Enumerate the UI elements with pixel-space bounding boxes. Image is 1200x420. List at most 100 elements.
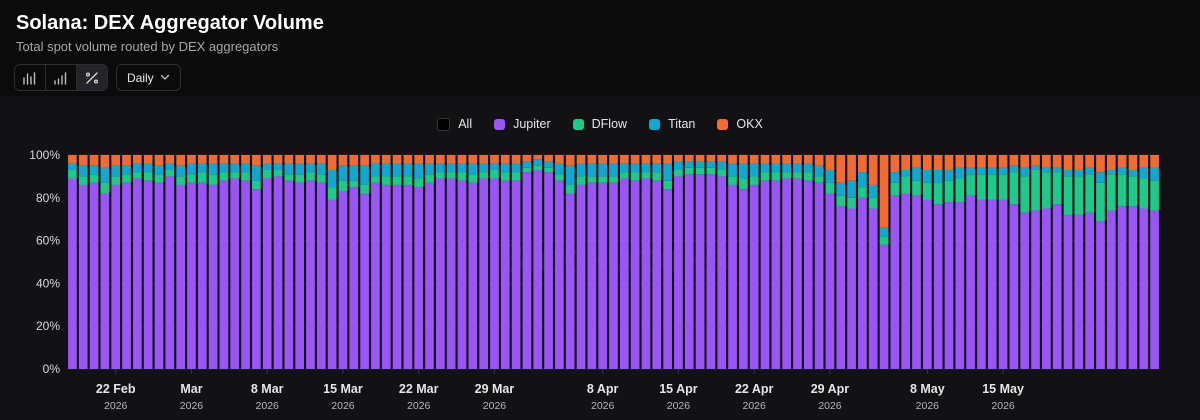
- bar-segment-titan[interactable]: [468, 164, 477, 175]
- bar-segment-dflow[interactable]: [642, 172, 651, 178]
- bar-segment-jupiter[interactable]: [739, 189, 748, 369]
- bar-segment-titan[interactable]: [101, 168, 110, 183]
- bar-segment-okx[interactable]: [371, 155, 380, 164]
- bar-segment-dflow[interactable]: [425, 174, 434, 183]
- bar-segment-jupiter[interactable]: [674, 176, 683, 369]
- bar-segment-okx[interactable]: [858, 155, 867, 172]
- bar-segment-okx[interactable]: [295, 155, 304, 164]
- bar-segment-okx[interactable]: [230, 155, 239, 164]
- bar-segment-jupiter[interactable]: [977, 200, 986, 369]
- bar-segment-dflow[interactable]: [241, 172, 250, 181]
- bar-segment-titan[interactable]: [133, 164, 142, 173]
- bar-segment-titan[interactable]: [1118, 168, 1127, 174]
- bar-segment-titan[interactable]: [306, 164, 315, 173]
- bar-segment-titan[interactable]: [414, 164, 423, 179]
- bar-segment-okx[interactable]: [1085, 155, 1094, 168]
- bar-segment-dflow[interactable]: [1031, 170, 1040, 211]
- bar-segment-dflow[interactable]: [1085, 174, 1094, 213]
- bar-segment-okx[interactable]: [663, 155, 672, 164]
- bar-segment-dflow[interactable]: [1010, 172, 1019, 204]
- bar-segment-okx[interactable]: [1150, 155, 1159, 168]
- bar-segment-titan[interactable]: [620, 164, 629, 173]
- bar-segment-okx[interactable]: [566, 155, 575, 166]
- bar-segment-titan[interactable]: [901, 170, 910, 176]
- bar-segment-dflow[interactable]: [468, 174, 477, 183]
- bar-segment-titan[interactable]: [1096, 172, 1105, 183]
- bar-segment-titan[interactable]: [1139, 168, 1148, 179]
- bar-segment-dflow[interactable]: [263, 170, 272, 179]
- bar-segment-titan[interactable]: [750, 164, 759, 177]
- bar-segment-titan[interactable]: [707, 161, 716, 167]
- bar-segment-dflow[interactable]: [133, 172, 142, 178]
- bar-segment-jupiter[interactable]: [371, 183, 380, 369]
- bar-segment-dflow[interactable]: [479, 172, 488, 178]
- bar-segment-jupiter[interactable]: [988, 200, 997, 369]
- bar-segment-titan[interactable]: [555, 164, 564, 175]
- bar-segment-titan[interactable]: [826, 170, 835, 183]
- bar-segment-titan[interactable]: [1010, 166, 1019, 172]
- bar-segment-titan[interactable]: [685, 161, 694, 167]
- bar-segment-dflow[interactable]: [533, 166, 542, 170]
- bar-segment-okx[interactable]: [847, 155, 856, 181]
- bar-segment-jupiter[interactable]: [772, 181, 781, 369]
- bar-segment-titan[interactable]: [512, 164, 521, 173]
- bar-segment-okx[interactable]: [782, 155, 791, 164]
- bar-segment-dflow[interactable]: [891, 183, 900, 196]
- bar-segment-dflow[interactable]: [934, 183, 943, 204]
- bar-segment-titan[interactable]: [566, 166, 575, 185]
- bar-segment-dflow[interactable]: [458, 172, 467, 181]
- bar-segment-dflow[interactable]: [652, 172, 661, 181]
- bar-segment-dflow[interactable]: [707, 168, 716, 174]
- bar-segment-dflow[interactable]: [1064, 176, 1073, 215]
- bar-segment-jupiter[interactable]: [912, 196, 921, 369]
- bar-segment-jupiter[interactable]: [230, 179, 239, 369]
- bar-segment-dflow[interactable]: [663, 181, 672, 190]
- bar-segment-okx[interactable]: [187, 155, 196, 164]
- bar-segment-jupiter[interactable]: [696, 174, 705, 369]
- bar-segment-jupiter[interactable]: [349, 187, 358, 369]
- bar-segment-jupiter[interactable]: [847, 209, 856, 370]
- bar-segment-dflow[interactable]: [414, 179, 423, 188]
- bar-segment-jupiter[interactable]: [761, 181, 770, 369]
- bar-segment-jupiter[interactable]: [1085, 213, 1094, 369]
- bar-segment-jupiter[interactable]: [815, 183, 824, 369]
- bar-segment-titan[interactable]: [274, 164, 283, 170]
- bar-segment-dflow[interactable]: [1150, 181, 1159, 211]
- bar-segment-titan[interactable]: [1107, 170, 1116, 174]
- bar-segment-okx[interactable]: [1129, 155, 1138, 170]
- bar-segment-jupiter[interactable]: [490, 179, 499, 369]
- bar-segment-okx[interactable]: [1107, 155, 1116, 170]
- bar-segment-dflow[interactable]: [404, 176, 413, 185]
- bar-segment-okx[interactable]: [1064, 155, 1073, 170]
- bar-segment-jupiter[interactable]: [187, 183, 196, 369]
- bar-segment-okx[interactable]: [696, 155, 705, 161]
- bar-segment-okx[interactable]: [750, 155, 759, 164]
- bar-segment-dflow[interactable]: [328, 187, 337, 200]
- bar-segment-dflow[interactable]: [728, 176, 737, 185]
- bar-segment-titan[interactable]: [1031, 166, 1040, 170]
- bar-segment-dflow[interactable]: [577, 176, 586, 185]
- bar-segment-okx[interactable]: [274, 155, 283, 164]
- bar-segment-jupiter[interactable]: [707, 174, 716, 369]
- bar-segment-jupiter[interactable]: [620, 179, 629, 369]
- bar-segment-jupiter[interactable]: [404, 185, 413, 369]
- bar-segment-okx[interactable]: [252, 155, 261, 166]
- bar-segment-dflow[interactable]: [155, 174, 164, 183]
- bar-segment-titan[interactable]: [317, 164, 326, 175]
- bar-segment-jupiter[interactable]: [685, 174, 694, 369]
- bar-segment-okx[interactable]: [198, 155, 207, 164]
- bar-segment-dflow[interactable]: [144, 172, 153, 181]
- bar-segment-titan[interactable]: [285, 164, 294, 175]
- bar-segment-titan[interactable]: [631, 164, 640, 173]
- bar-segment-jupiter[interactable]: [393, 185, 402, 369]
- bar-segment-okx[interactable]: [317, 155, 326, 164]
- bar-segment-titan[interactable]: [1064, 170, 1073, 176]
- bar-segment-jupiter[interactable]: [728, 185, 737, 369]
- bar-segment-okx[interactable]: [598, 155, 607, 164]
- bar-segment-jupiter[interactable]: [955, 202, 964, 369]
- bar-segment-titan[interactable]: [891, 172, 900, 183]
- bar-segment-dflow[interactable]: [512, 172, 521, 181]
- bar-segment-titan[interactable]: [999, 168, 1008, 174]
- bar-segment-dflow[interactable]: [988, 174, 997, 200]
- bar-segment-titan[interactable]: [209, 164, 218, 175]
